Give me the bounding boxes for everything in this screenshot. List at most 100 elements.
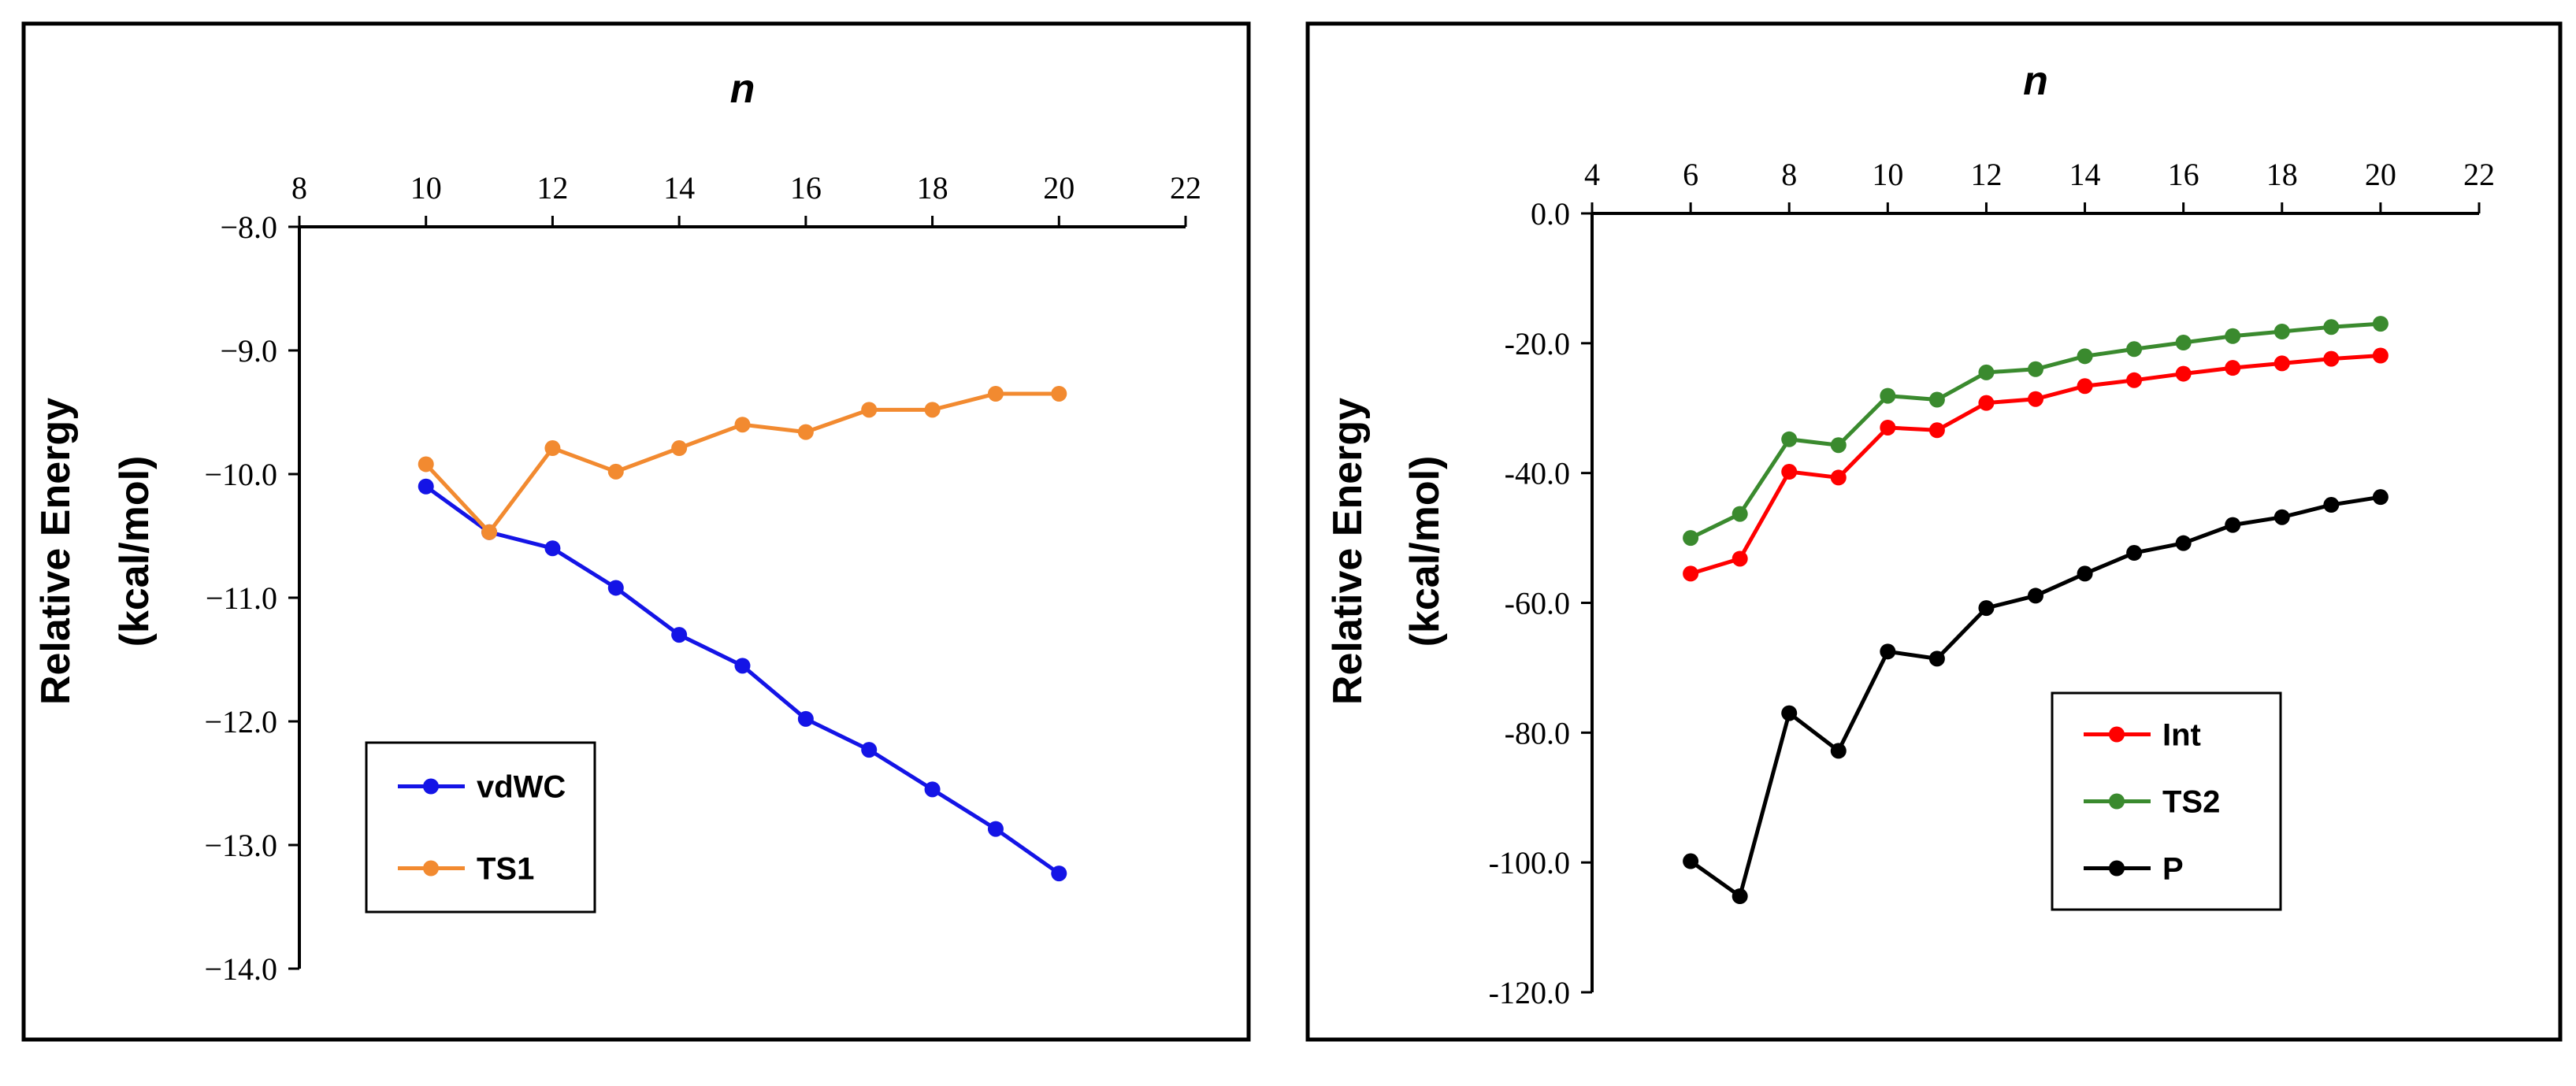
data-point-ts1 xyxy=(481,524,498,540)
y-tick-label: −11.0 xyxy=(206,580,277,616)
data-point-p xyxy=(2372,489,2389,506)
x-tick-label: 18 xyxy=(2266,157,2298,192)
y-tick-label: −13.0 xyxy=(204,828,277,863)
y-axis-title: Relative Energy xyxy=(1325,398,1371,705)
data-point-vdwc xyxy=(734,658,751,674)
data-point-ts2 xyxy=(1781,431,1798,447)
data-point-int xyxy=(1880,419,1896,436)
x-tick-label: 8 xyxy=(291,170,307,206)
x-tick-label: 20 xyxy=(1043,170,1075,206)
data-point-int xyxy=(2372,347,2389,364)
data-point-p xyxy=(2175,535,2192,551)
data-point-ts2 xyxy=(2273,323,2290,339)
legend-marker-ts1 xyxy=(423,860,439,877)
x-tick-label: 4 xyxy=(1584,157,1600,192)
data-point-p xyxy=(2028,587,2043,604)
legend-box xyxy=(365,741,596,914)
y-tick-label: 0.0 xyxy=(1531,196,1570,232)
data-point-int xyxy=(2273,355,2290,372)
data-point-ts2 xyxy=(2175,335,2192,351)
x-axis-title: n xyxy=(2023,58,2048,104)
data-point-vdwc xyxy=(418,478,434,495)
data-point-vdwc xyxy=(671,627,688,643)
legend-marker-p xyxy=(2109,860,2125,877)
y-tick-label: -40.0 xyxy=(1505,456,1570,491)
y-axis-title: (kcal/mol) xyxy=(112,456,158,647)
data-point-int xyxy=(1683,565,1699,582)
y-axis-title: (kcal/mol) xyxy=(1402,456,1448,647)
data-point-ts1 xyxy=(671,440,688,457)
legend: Int TS2 P xyxy=(2051,691,2282,911)
data-point-ts2 xyxy=(1732,506,1748,522)
x-tick-label: 8 xyxy=(1781,157,1797,192)
x-tick-label: 16 xyxy=(790,170,822,206)
data-point-ts2 xyxy=(1880,387,1896,404)
series-line-int xyxy=(1690,353,2381,576)
data-point-int xyxy=(1978,395,1995,411)
legend-label-p: P xyxy=(2162,852,2184,887)
data-point-ts1 xyxy=(734,417,751,433)
data-point-p xyxy=(2225,517,2241,533)
data-point-p xyxy=(2323,497,2340,513)
y-tick-label: −8.0 xyxy=(220,209,277,245)
x-tick-label: 22 xyxy=(2463,157,2495,192)
data-point-int xyxy=(2323,350,2340,367)
data-point-p xyxy=(2273,509,2290,525)
legend-marker-int xyxy=(2109,726,2125,743)
y-tick-label: −12.0 xyxy=(204,704,277,739)
x-tick-label: 18 xyxy=(917,170,948,206)
y-tick-label: -80.0 xyxy=(1505,715,1570,751)
x-tick-label: 22 xyxy=(1170,170,1201,206)
chart-2: 4 6 8 10 12 14 16 18 20 22 0.0 -20.0 -40.0 -60.0 -80.0… xyxy=(1305,21,2563,1042)
y-tick-label: -60.0 xyxy=(1505,586,1570,621)
data-point-p xyxy=(1880,643,1896,660)
series-line-ts2 xyxy=(1690,321,2381,540)
data-point-vdwc xyxy=(987,821,1004,837)
series-line-ts1 xyxy=(424,391,1060,535)
data-point-int xyxy=(2225,360,2241,376)
data-point-ts1 xyxy=(1051,385,1067,402)
x-tick-label: 14 xyxy=(663,170,695,206)
x-tick-label: 14 xyxy=(2069,157,2101,192)
chart-frame xyxy=(1305,21,2563,1042)
data-point-ts2 xyxy=(1928,391,1945,408)
y-tick-label: −14.0 xyxy=(204,951,277,987)
legend-marker-vdwc xyxy=(423,778,439,795)
legend-label-ts1: TS1 xyxy=(477,852,534,887)
data-point-ts1 xyxy=(861,402,878,418)
data-point-ts2 xyxy=(2372,316,2389,332)
x-axis-title: n xyxy=(730,66,755,112)
legend-label-ts2: TS2 xyxy=(2162,785,2220,820)
data-point-p xyxy=(1781,705,1798,721)
legend-marker-ts2 xyxy=(2109,793,2125,810)
data-point-int xyxy=(2028,391,2043,407)
data-point-ts2 xyxy=(2225,328,2241,344)
data-point-vdwc xyxy=(924,781,941,798)
data-point-int xyxy=(2077,378,2093,395)
y-axis-title: Relative Energy xyxy=(33,398,79,705)
data-point-p xyxy=(1683,853,1699,869)
y-tick-label: -20.0 xyxy=(1505,326,1570,361)
x-tick-label: 16 xyxy=(2168,157,2199,192)
data-point-p xyxy=(2077,565,2093,582)
data-point-ts2 xyxy=(2077,348,2093,365)
legend-label-int: Int xyxy=(2162,718,2201,753)
data-point-int xyxy=(1928,422,1945,439)
data-point-int xyxy=(2126,372,2143,388)
x-tick-label: 10 xyxy=(410,170,442,206)
x-tick-label: 6 xyxy=(1683,157,1698,192)
x-tick-label: 20 xyxy=(2365,157,2396,192)
data-point-vdwc xyxy=(1051,865,1067,882)
y-tick-label: -120.0 xyxy=(1489,975,1570,1010)
data-point-int xyxy=(1781,464,1798,480)
data-point-ts1 xyxy=(544,440,561,457)
legend: vdWC TS1 xyxy=(365,741,596,914)
data-point-int xyxy=(2175,365,2192,382)
data-point-p xyxy=(1830,743,1847,759)
data-point-ts2 xyxy=(2126,341,2143,358)
data-point-p xyxy=(1732,888,1748,905)
data-point-ts2 xyxy=(1830,437,1847,454)
data-point-ts2 xyxy=(2028,361,2043,377)
chart-frame xyxy=(21,21,1251,1042)
